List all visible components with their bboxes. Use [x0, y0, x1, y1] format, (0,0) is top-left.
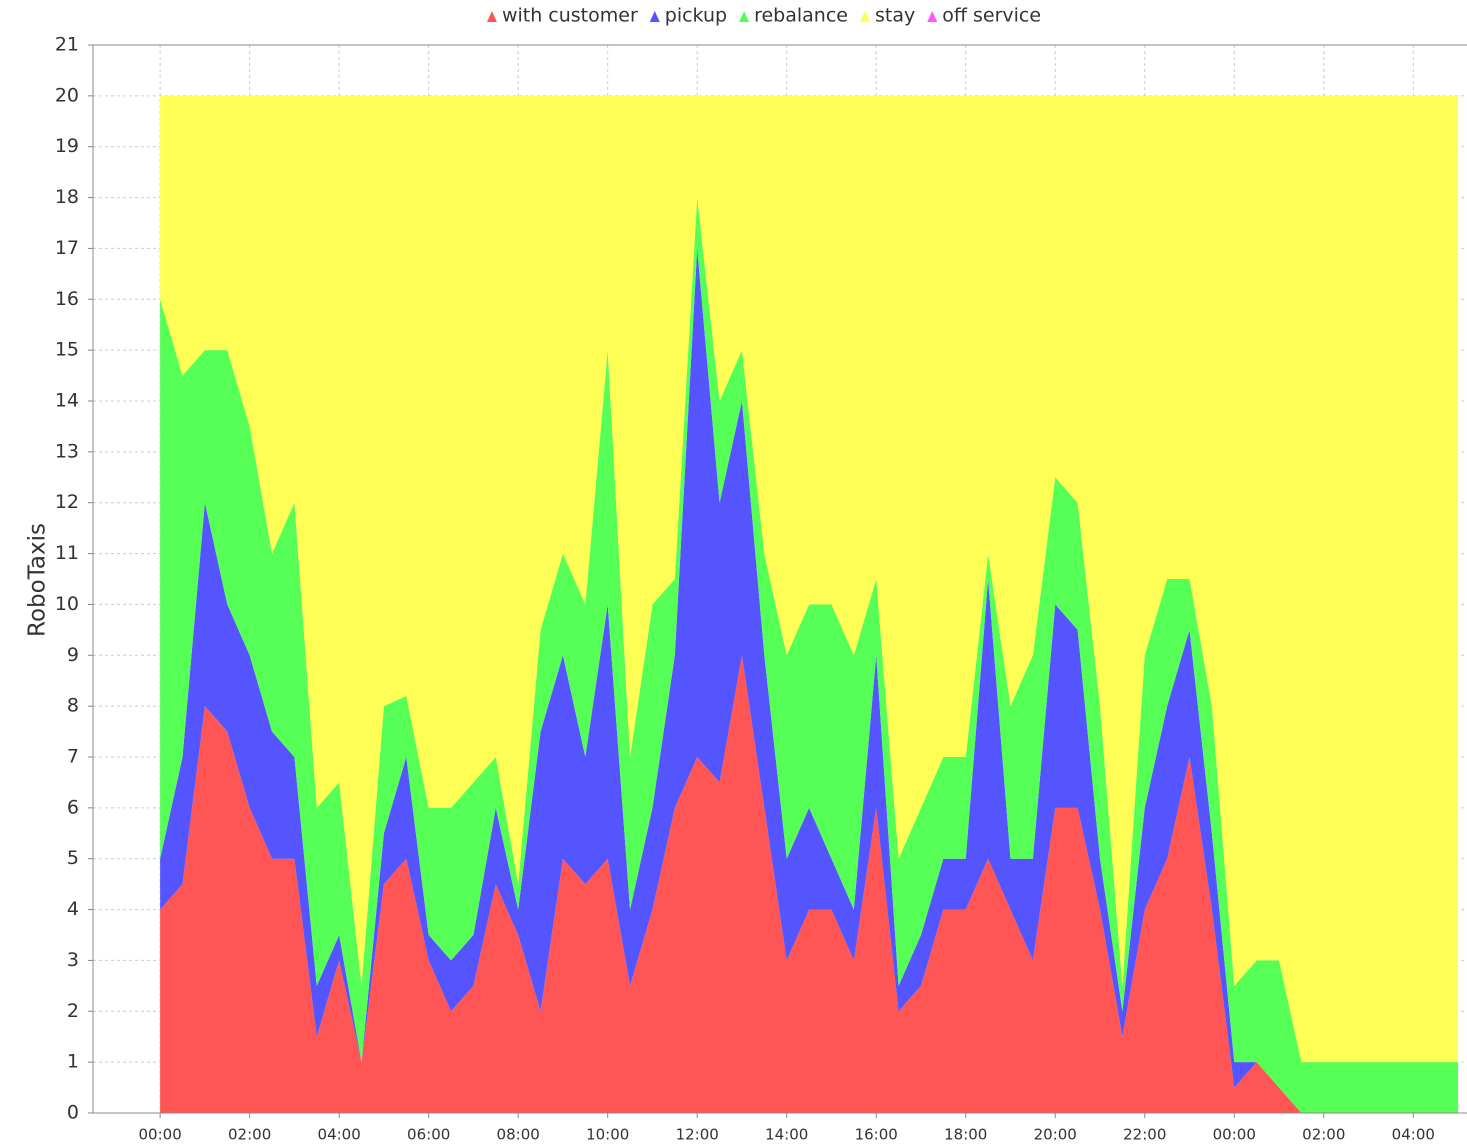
x-tick-label: 14:00: [765, 1126, 808, 1144]
y-tick-label: 15: [55, 339, 79, 361]
legend-label: stay: [875, 5, 915, 27]
y-tick-label: 10: [55, 593, 79, 615]
y-tick-label: 14: [55, 390, 79, 412]
y-tick-label: 7: [67, 746, 79, 768]
legend-label: pickup: [665, 5, 727, 27]
legend-label: with customer: [502, 5, 638, 27]
y-tick-label: 18: [55, 186, 79, 208]
x-tick-label: 00:00: [139, 1126, 182, 1144]
x-tick-label: 20:00: [1034, 1126, 1077, 1144]
y-tick-label: 2: [67, 1000, 79, 1022]
y-tick-label: 19: [55, 135, 79, 157]
x-tick-label: 16:00: [855, 1126, 898, 1144]
y-axis-label: RoboTaxis: [25, 523, 51, 637]
y-tick-label: 0: [67, 1102, 79, 1124]
x-tick-label: 04:00: [318, 1126, 361, 1144]
y-tick-label: 11: [55, 542, 79, 564]
y-tick-label: 13: [55, 440, 79, 462]
area: [160, 95, 1459, 1063]
legend-label: off service: [942, 5, 1041, 27]
x-tick-label: 22:00: [1123, 1126, 1166, 1144]
legend: with customer pickup rebalance stay off serv…: [486, 5, 1041, 27]
area: [160, 655, 1459, 1113]
y-tick-label: 8: [67, 695, 79, 717]
legend-label: rebalance: [754, 5, 848, 27]
x-tick-label: 00:00: [1213, 1126, 1256, 1144]
y-tick-label: 9: [67, 644, 79, 666]
x-tick-label: 04:00: [1392, 1126, 1435, 1144]
y-tick-label: 4: [67, 898, 79, 920]
x-tick-label: 02:00: [1302, 1126, 1345, 1144]
x-tick-label: 08:00: [497, 1126, 540, 1144]
x-tick-label: 18:00: [944, 1126, 987, 1144]
x-tick-label: 12:00: [676, 1126, 719, 1144]
legend-marker: [649, 11, 660, 22]
y-tick-label: 12: [55, 491, 79, 513]
y-tick-label: 17: [55, 237, 79, 259]
y-tick-label: 1: [67, 1051, 79, 1073]
legend-marker: [859, 11, 870, 22]
y-tick-label: 20: [55, 84, 79, 106]
y-tick-label: 6: [67, 796, 79, 818]
legend-marker: [739, 11, 750, 22]
y-tick-label: 16: [55, 288, 79, 310]
area: [160, 197, 1459, 1114]
y-tick-label: 21: [55, 34, 79, 56]
legend-marker: [486, 11, 497, 22]
x-tick-label: 10:00: [586, 1126, 629, 1144]
y-tick-label: 5: [67, 847, 79, 869]
y-tick-label: 3: [67, 949, 79, 971]
area: [160, 248, 1459, 1113]
x-tick-label: 06:00: [407, 1126, 450, 1144]
legend-marker: [927, 11, 938, 22]
x-tick-label: 02:00: [228, 1126, 271, 1144]
